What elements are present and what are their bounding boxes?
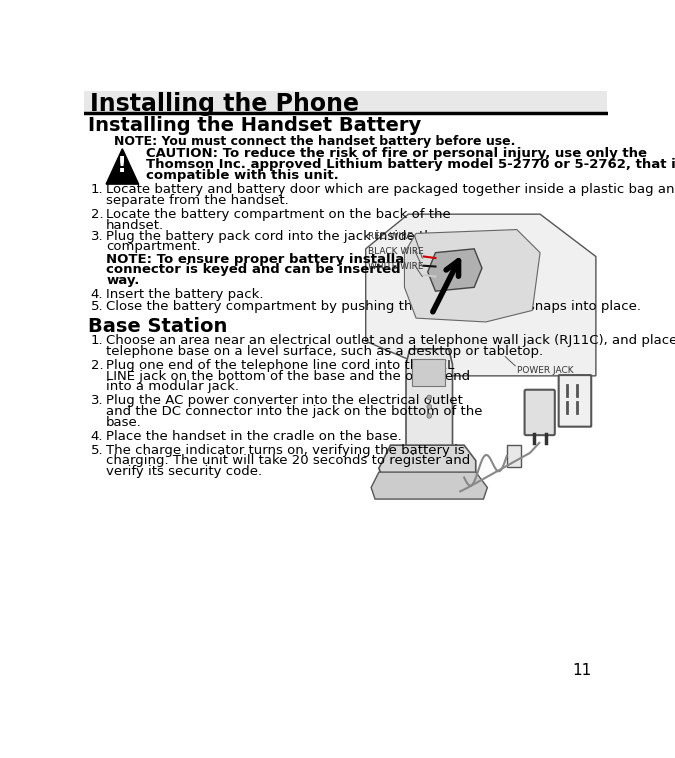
Text: Choose an area near an electrical outlet and a telephone wall jack (RJ11C), and : Choose an area near an electrical outlet… xyxy=(106,334,675,347)
Circle shape xyxy=(427,404,431,409)
Circle shape xyxy=(427,414,431,418)
Text: Locate the battery compartment on the back of the: Locate the battery compartment on the ba… xyxy=(106,208,451,221)
Text: 4.: 4. xyxy=(90,430,103,443)
Polygon shape xyxy=(379,445,476,487)
Polygon shape xyxy=(106,149,138,184)
Text: Installing the Handset Battery: Installing the Handset Battery xyxy=(88,117,421,136)
Text: 11: 11 xyxy=(573,663,592,678)
Polygon shape xyxy=(428,249,482,291)
Text: into a modular jack.: into a modular jack. xyxy=(106,381,239,393)
Text: Plug the battery pack cord into the jack inside the: Plug the battery pack cord into the jack… xyxy=(106,230,441,243)
Text: POWER JACK: POWER JACK xyxy=(517,366,574,375)
Text: handset.: handset. xyxy=(106,219,164,232)
Bar xyxy=(84,91,608,112)
Polygon shape xyxy=(404,230,540,322)
Text: charging. The unit will take 20 seconds to register and: charging. The unit will take 20 seconds … xyxy=(106,454,470,468)
Text: LINE jack on the bottom of the base and the other end: LINE jack on the bottom of the base and … xyxy=(106,370,470,383)
Text: way.: way. xyxy=(106,274,140,287)
Text: Insert the battery pack.: Insert the battery pack. xyxy=(106,288,263,301)
Polygon shape xyxy=(371,472,487,499)
Polygon shape xyxy=(406,349,452,457)
Text: 1.: 1. xyxy=(90,334,103,347)
Text: NOTE: You must connect the handset battery before use.: NOTE: You must connect the handset batte… xyxy=(114,135,515,148)
Text: compartment.: compartment. xyxy=(106,240,201,253)
Text: !: ! xyxy=(117,156,128,177)
Text: compatible with this unit.: compatible with this unit. xyxy=(146,169,339,182)
Text: 3.: 3. xyxy=(90,230,103,243)
Text: 3.: 3. xyxy=(90,394,103,407)
Text: BLACK WIRE: BLACK WIRE xyxy=(368,247,424,256)
Text: Plug the AC power converter into the electrical outlet: Plug the AC power converter into the ele… xyxy=(106,394,463,407)
Bar xyxy=(412,359,445,386)
Text: Place the handset in the cradle on the base.: Place the handset in the cradle on the b… xyxy=(106,430,402,443)
Text: RED WIRE: RED WIRE xyxy=(368,232,413,241)
Text: Installing the Phone: Installing the Phone xyxy=(90,92,359,117)
Text: telephone base on a level surface, such as a desktop or tabletop.: telephone base on a level surface, such … xyxy=(106,345,543,358)
Text: 5.: 5. xyxy=(90,443,103,456)
Text: WHITE WIRE: WHITE WIRE xyxy=(368,262,423,271)
Text: base.: base. xyxy=(106,416,142,429)
Text: The charge indicator turns on, verifying the battery is: The charge indicator turns on, verifying… xyxy=(106,443,465,456)
Text: 5.: 5. xyxy=(90,300,103,313)
Text: 4.: 4. xyxy=(90,288,103,301)
FancyBboxPatch shape xyxy=(559,375,591,427)
Text: 2.: 2. xyxy=(90,359,103,372)
Text: and the DC connector into the jack on the bottom of the: and the DC connector into the jack on th… xyxy=(106,405,483,418)
Text: Plug one end of the telephone line cord into the TEL: Plug one end of the telephone line cord … xyxy=(106,359,454,372)
Bar xyxy=(507,445,520,467)
Text: NOTE: To ensure proper battery installation, the: NOTE: To ensure proper battery installat… xyxy=(106,252,468,265)
Text: Thomson Inc. approved Lithium battery model 5-2770 or 5-2762, that is: Thomson Inc. approved Lithium battery mo… xyxy=(146,158,675,171)
Text: 1.: 1. xyxy=(90,183,103,196)
Text: connector is keyed and can be inserted only one: connector is keyed and can be inserted o… xyxy=(106,264,469,277)
Text: Locate battery and battery door which are packaged together inside a plastic bag: Locate battery and battery door which ar… xyxy=(106,183,675,196)
Text: Base Station: Base Station xyxy=(88,318,227,337)
Text: separate from the handset.: separate from the handset. xyxy=(106,194,289,207)
FancyBboxPatch shape xyxy=(524,390,555,435)
Text: 2.: 2. xyxy=(90,208,103,221)
Text: CAUTION: To reduce the risk of fire or personal injury, use only the: CAUTION: To reduce the risk of fire or p… xyxy=(146,147,647,160)
Polygon shape xyxy=(366,215,596,376)
Text: Close the battery compartment by pushing the door up until it snaps into place.: Close the battery compartment by pushing… xyxy=(106,300,641,313)
Text: verify its security code.: verify its security code. xyxy=(106,465,262,478)
Circle shape xyxy=(427,395,431,399)
